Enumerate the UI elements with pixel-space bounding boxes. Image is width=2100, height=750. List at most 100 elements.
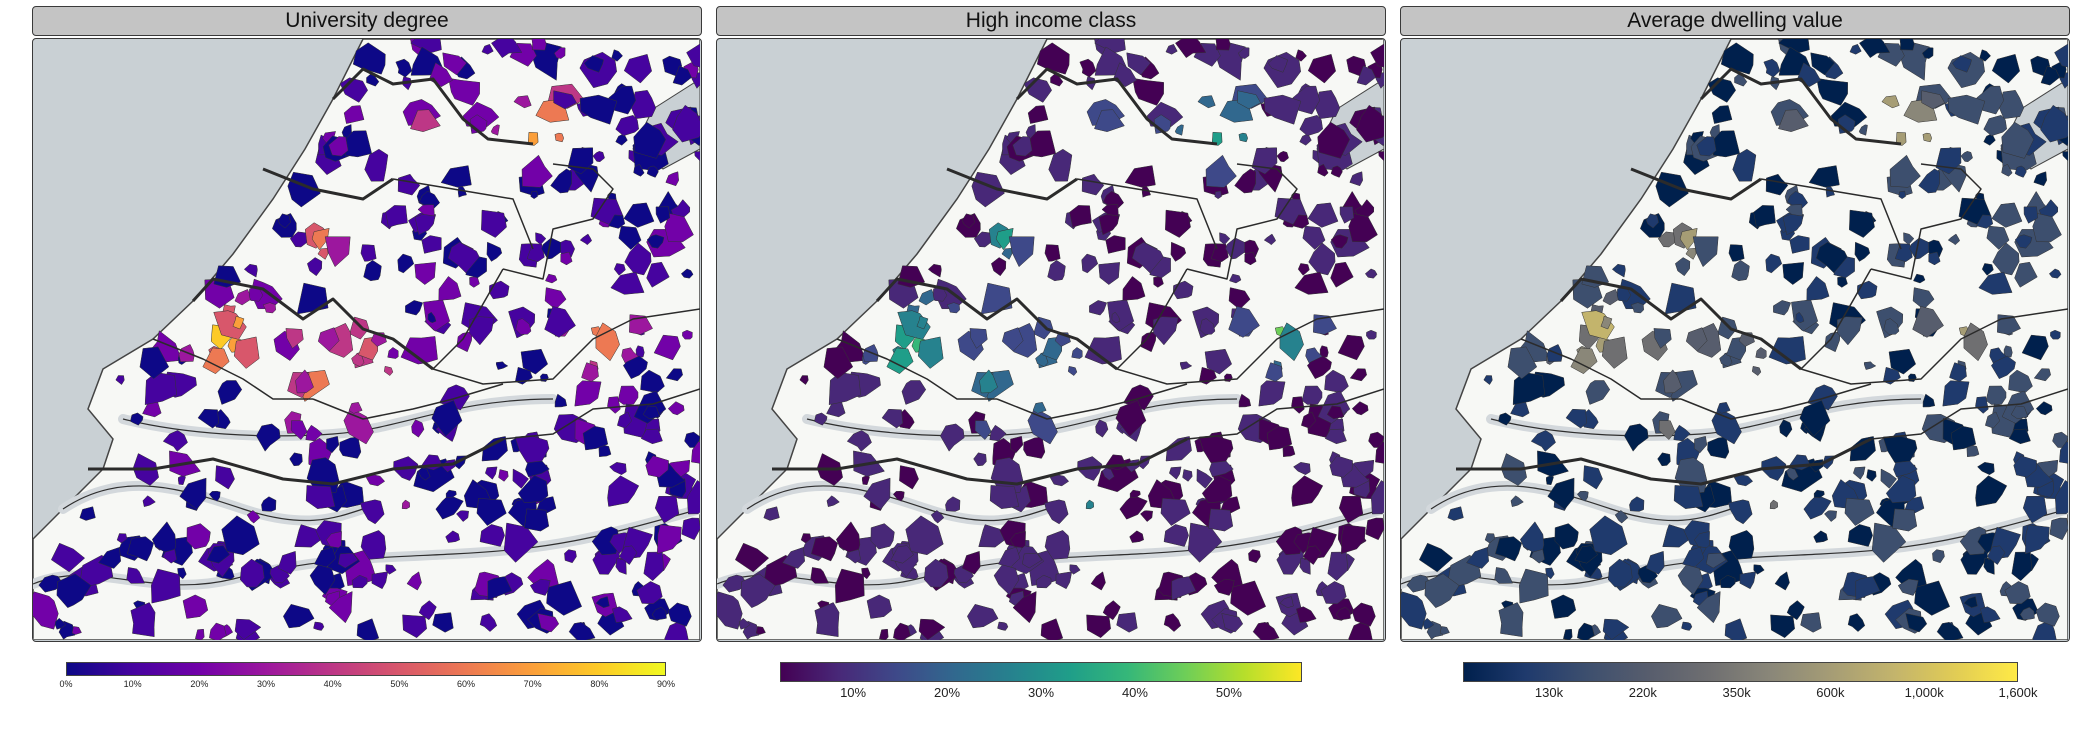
- region-polygon: [360, 244, 377, 262]
- region-polygon: [1889, 154, 1921, 188]
- region-polygon: [1009, 531, 1026, 549]
- region-polygon: [343, 407, 374, 445]
- region-polygon: [1986, 545, 2006, 565]
- region-polygon: [1570, 347, 1598, 375]
- region-polygon: [1329, 455, 1353, 478]
- region-polygon: [1067, 365, 1078, 376]
- region-polygon: [1327, 551, 1348, 582]
- region-polygon: [595, 322, 620, 362]
- region-polygon: [2001, 163, 2013, 177]
- panel-high-income-class: High income class: [716, 6, 1386, 642]
- region-polygon: [554, 393, 568, 408]
- region-polygon: [554, 132, 564, 143]
- region-polygon: [560, 251, 573, 266]
- region-polygon: [1012, 136, 1033, 157]
- region-polygon: [633, 163, 645, 177]
- colorbar-tick-label: 20%: [934, 685, 961, 700]
- panel-title: High income class: [716, 6, 1386, 36]
- region-polygon: [1279, 596, 1294, 608]
- region-polygon: [2032, 213, 2062, 243]
- region-polygon: [623, 53, 652, 84]
- region-polygon: [1319, 345, 1329, 358]
- region-polygon: [352, 42, 386, 75]
- region-polygon: [1855, 576, 1881, 601]
- region-polygon: [515, 318, 532, 335]
- region-polygon: [969, 328, 988, 349]
- region-polygon: [1720, 42, 1754, 75]
- region-polygon: [579, 94, 618, 125]
- region-polygon: [1880, 468, 1897, 489]
- region-polygon: [1313, 314, 1337, 335]
- region-polygon: [574, 380, 602, 407]
- region-polygon: [234, 289, 252, 306]
- region-polygon: [1263, 233, 1277, 246]
- region-polygon: [1324, 428, 1347, 445]
- region-polygon: [1266, 425, 1293, 451]
- region-polygon: [162, 549, 177, 564]
- region-polygon: [277, 213, 291, 229]
- colorbar-tick-label: 90%: [656, 679, 676, 689]
- region-polygon: [1692, 236, 1719, 268]
- region-polygon: [1507, 346, 1538, 380]
- colorbar-tick-label: 1,000k: [1904, 685, 1944, 700]
- region-polygon: [1447, 506, 1464, 521]
- region-polygon: [1602, 618, 1630, 640]
- region-polygon: [1498, 412, 1512, 426]
- choropleth-map[interactable]: [716, 38, 1386, 642]
- region-polygon: [763, 506, 780, 521]
- region-polygon: [1589, 515, 1628, 556]
- region-polygon: [866, 594, 893, 619]
- region-polygon: [1071, 347, 1083, 359]
- region-polygon: [1932, 549, 1945, 564]
- region-polygon: [435, 494, 464, 520]
- region-polygon: [1237, 47, 1250, 59]
- region-polygon: [564, 549, 577, 564]
- region-polygon: [1484, 533, 1496, 544]
- region-polygon: [325, 531, 342, 549]
- panel-university-degree: University degree: [32, 6, 702, 642]
- region-polygon: [1098, 262, 1120, 285]
- colorbar-tick-label: 50%: [1215, 685, 1242, 700]
- region-polygon: [349, 316, 370, 340]
- region-polygon: [405, 300, 424, 316]
- region-polygon: [1295, 49, 1307, 62]
- region-polygon: [1847, 613, 1866, 632]
- region-polygon: [324, 236, 351, 268]
- region-polygon: [1653, 328, 1672, 349]
- colorbar-tick-label: 10%: [840, 685, 867, 700]
- region-polygon: [686, 43, 700, 68]
- region-polygon: [1770, 614, 1795, 639]
- region-polygon: [1717, 316, 1738, 340]
- region-polygon: [1244, 251, 1257, 266]
- region-polygon: [432, 612, 454, 633]
- region-polygon: [629, 314, 653, 335]
- region-polygon: [1963, 322, 1988, 362]
- region-polygon: [256, 423, 281, 452]
- choropleth-map[interactable]: [1400, 38, 2070, 642]
- region-polygon: [116, 533, 128, 544]
- region-polygon: [1179, 361, 1193, 370]
- region-polygon: [1022, 552, 1043, 569]
- region-polygon: [448, 77, 480, 106]
- region-polygon: [1317, 163, 1329, 177]
- region-polygon: [383, 365, 394, 376]
- region-polygon: [491, 39, 523, 59]
- region-polygon: [343, 105, 365, 124]
- region-polygon: [682, 329, 693, 340]
- region-polygon: [878, 628, 889, 640]
- region-polygon: [1182, 469, 1193, 482]
- region-polygon: [1069, 564, 1081, 575]
- region-polygon: [445, 530, 460, 543]
- region-polygon: [1903, 232, 1915, 245]
- region-polygon: [1293, 462, 1311, 475]
- region-polygon: [1208, 508, 1234, 532]
- region-polygon: [1086, 614, 1111, 639]
- region-polygon: [1401, 591, 1427, 630]
- region-polygon: [1530, 549, 1545, 564]
- region-polygon: [98, 546, 121, 569]
- colorbar-tick-label: 40%: [323, 679, 342, 689]
- region-polygon: [1574, 545, 1599, 564]
- region-polygon: [635, 345, 645, 358]
- region-polygon: [2014, 165, 2027, 178]
- choropleth-map[interactable]: [32, 38, 702, 642]
